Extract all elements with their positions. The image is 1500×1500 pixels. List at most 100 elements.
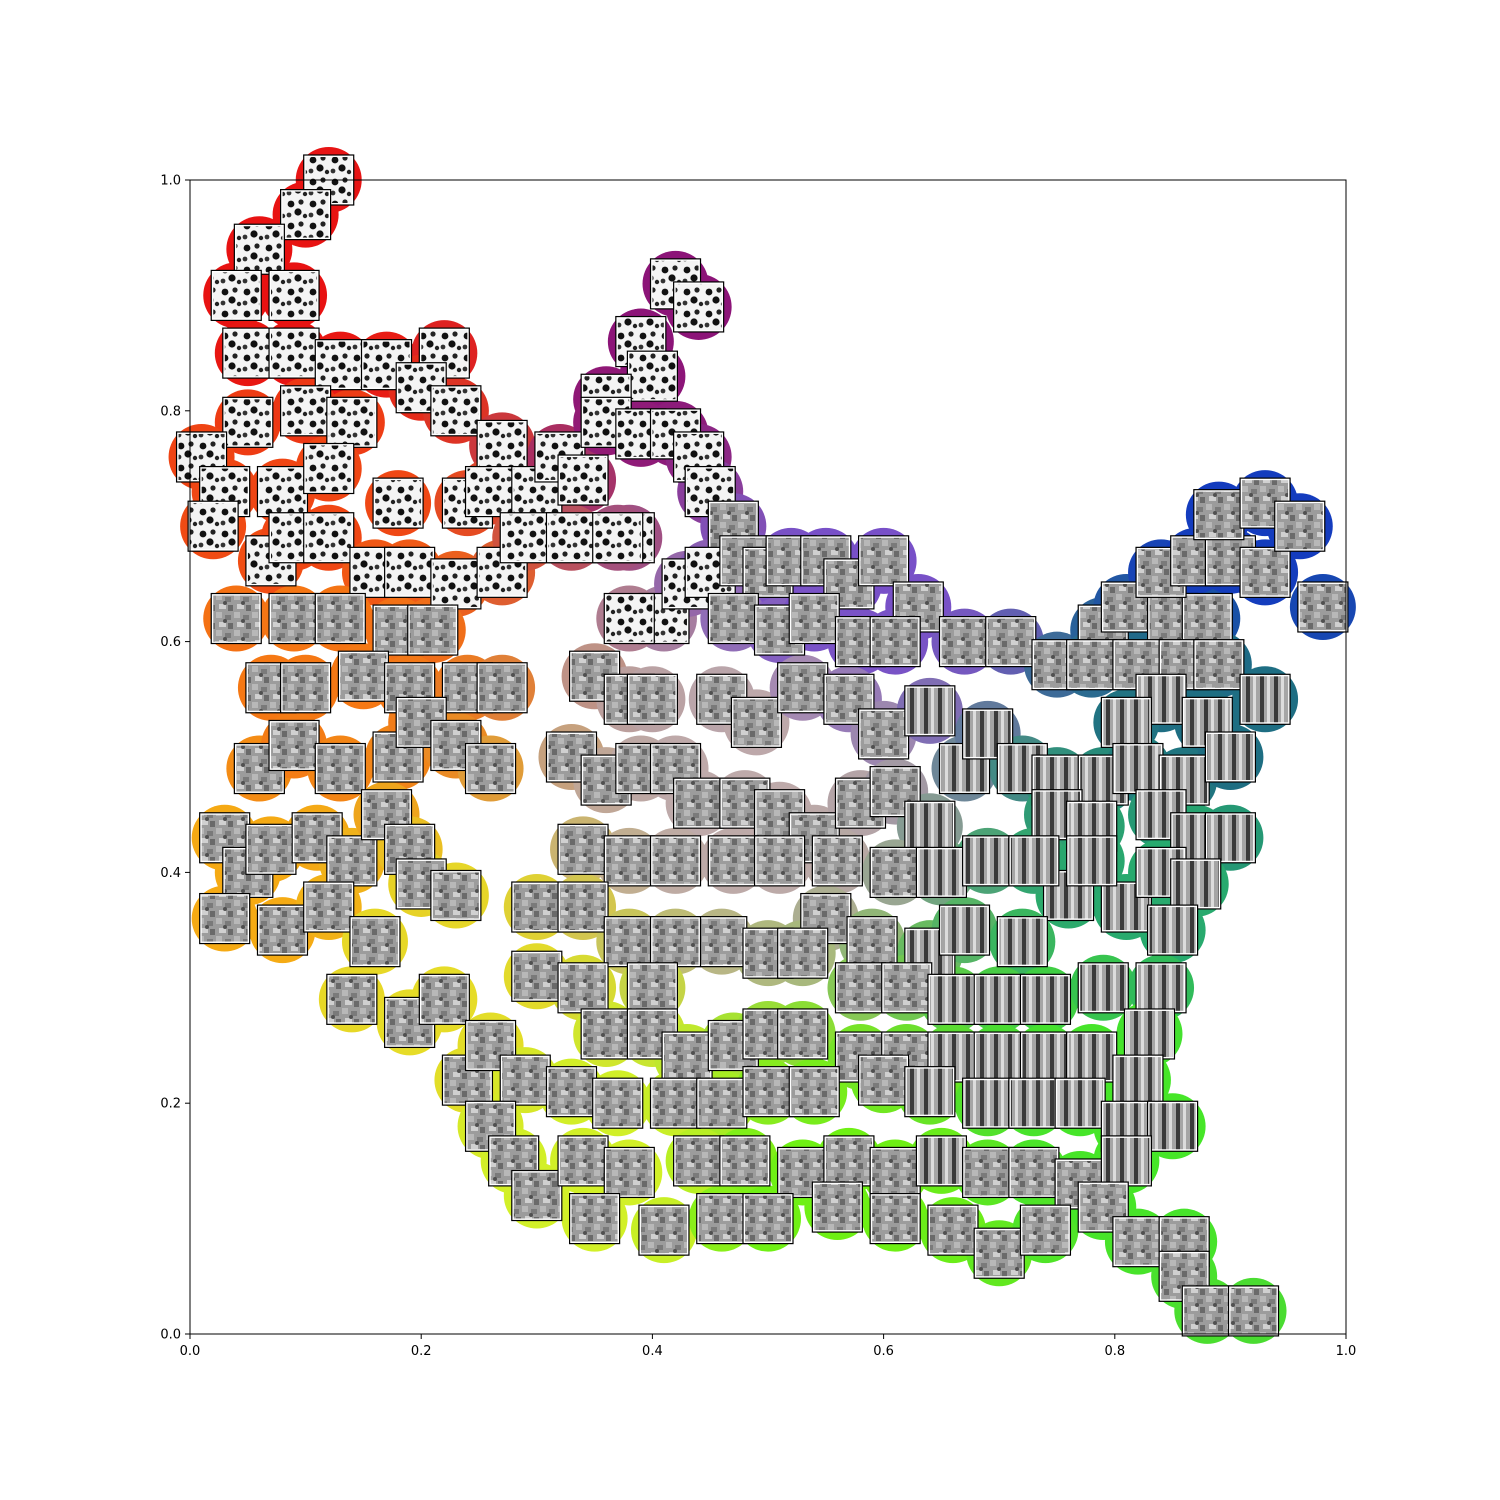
thumbnail-marker — [476, 546, 528, 598]
thumbnail-marker — [545, 512, 598, 564]
thumbnail-marker — [857, 535, 910, 587]
thumbnail-marker — [811, 1181, 863, 1233]
thumbnail-marker — [580, 1008, 632, 1060]
thumbnail-marker — [476, 419, 528, 472]
thumbnail-marker — [256, 465, 309, 518]
thumbnail-marker — [904, 685, 956, 737]
thumbnail-marker — [603, 835, 655, 887]
thumbnail-marker — [649, 916, 702, 968]
x-tick-label: 0.0 — [180, 1344, 201, 1359]
thumbnail-marker — [742, 1066, 794, 1118]
thumbnail-marker — [1100, 1135, 1152, 1187]
thumbnail-marker — [673, 1135, 725, 1187]
thumbnail-marker — [557, 454, 609, 506]
thumbnail-marker — [1227, 1285, 1280, 1337]
thumbnail-marker — [199, 892, 251, 945]
thumbnail-marker — [1146, 1100, 1199, 1152]
thumbnail-marker — [187, 500, 239, 552]
thumbnail-marker — [1204, 731, 1257, 783]
thumbnail-marker — [846, 916, 898, 968]
thumbnail-layer — [175, 154, 1349, 1337]
thumbnail-marker — [1100, 696, 1152, 748]
thumbnail-marker — [337, 650, 389, 702]
thumbnail-marker — [1297, 581, 1349, 633]
thumbnail-marker — [742, 1192, 794, 1245]
thumbnail-marker — [719, 1135, 771, 1187]
thumbnail-marker — [233, 223, 285, 275]
thumbnail-marker — [696, 1192, 748, 1245]
thumbnail-marker — [418, 973, 470, 1025]
y-tick-label: 0.8 — [160, 404, 181, 419]
thumbnail-marker — [222, 327, 274, 379]
thumbnail-marker — [696, 1077, 748, 1129]
thumbnail-marker — [407, 604, 459, 656]
thumbnail-marker — [557, 881, 609, 933]
thumbnail-marker — [303, 881, 355, 933]
thumbnail-marker — [1008, 1146, 1060, 1199]
thumbnail-marker — [823, 1135, 875, 1187]
thumbnail-marker — [973, 973, 1025, 1025]
thumbnail-marker — [962, 835, 1014, 887]
thumbnail-marker — [962, 708, 1014, 760]
thumbnail-marker — [511, 1169, 563, 1222]
thumbnail-marker — [210, 269, 262, 321]
thumbnail-marker — [1008, 835, 1060, 887]
thumbnail-marker — [280, 662, 332, 714]
x-tick-label: 1.0 — [1336, 1344, 1357, 1359]
thumbnail-marker — [256, 904, 309, 956]
thumbnail-marker — [210, 592, 262, 645]
thumbnail-marker — [545, 1066, 598, 1118]
thumbnail-marker — [395, 858, 447, 910]
thumbnail-marker — [730, 696, 783, 748]
thumbnail-marker — [904, 1066, 956, 1118]
thumbnail-marker — [1193, 639, 1245, 691]
thumbnail-marker — [280, 385, 332, 437]
y-tick-label: 0.4 — [160, 866, 181, 881]
x-tick-label: 0.8 — [1104, 1344, 1125, 1359]
thumbnail-marker — [707, 592, 759, 645]
thumbnail-marker — [962, 1077, 1014, 1129]
thumbnail-marker — [372, 477, 424, 529]
thumbnail-marker — [1274, 500, 1326, 552]
thumbnail-marker — [303, 442, 355, 495]
thumbnail-marker — [245, 823, 297, 875]
thumbnail-marker — [464, 742, 517, 795]
thumbnail-marker — [857, 708, 910, 760]
thumbnail-marker — [268, 592, 320, 645]
thumbnail-marker — [430, 385, 482, 437]
thumbnail-marker — [753, 835, 806, 887]
thumbnail-marker — [603, 1146, 655, 1199]
y-tick-label: 0.6 — [160, 635, 181, 650]
thumbnail-marker — [788, 592, 840, 645]
thumbnail-marker — [915, 846, 968, 899]
thumbnail-marker — [326, 396, 378, 448]
thumbnail-marker — [938, 904, 991, 956]
thumbnail-marker — [1112, 1054, 1164, 1106]
thumbnail-marker — [985, 615, 1037, 668]
thumbnail-marker — [638, 1204, 690, 1256]
thumbnail-marker — [511, 950, 563, 1002]
thumbnail-marker — [661, 1031, 713, 1083]
thumbnail-marker — [1135, 962, 1187, 1014]
thumbnail-marker — [626, 962, 679, 1014]
thumbnail-marker — [788, 1066, 840, 1118]
thumbnail-marker — [557, 1135, 609, 1187]
thumbnail-marker — [869, 1192, 921, 1245]
thumbnail-marker — [869, 615, 921, 668]
thumbnail-marker — [557, 823, 609, 875]
y-axis: 0.0 0.2 0.4 0.6 0.8 1.0 — [160, 174, 190, 1343]
thumbnail-marker — [973, 1227, 1025, 1279]
thumbnail-marker — [915, 1135, 968, 1187]
thumbnail-marker — [603, 592, 655, 645]
thumbnail-marker — [1112, 1216, 1164, 1268]
x-axis: 0.0 0.2 0.4 0.6 0.8 1.0 — [180, 1334, 1357, 1359]
thumbnail-marker — [314, 592, 366, 645]
thumbnail-marker — [314, 339, 366, 391]
thumbnail-marker — [811, 835, 863, 887]
thumbnail-marker — [649, 1077, 702, 1129]
thumbnail-marker — [1066, 835, 1118, 887]
y-tick-label: 0.0 — [160, 1328, 181, 1343]
thumbnail-marker — [303, 512, 355, 564]
thumbnail-marker — [1077, 962, 1129, 1014]
